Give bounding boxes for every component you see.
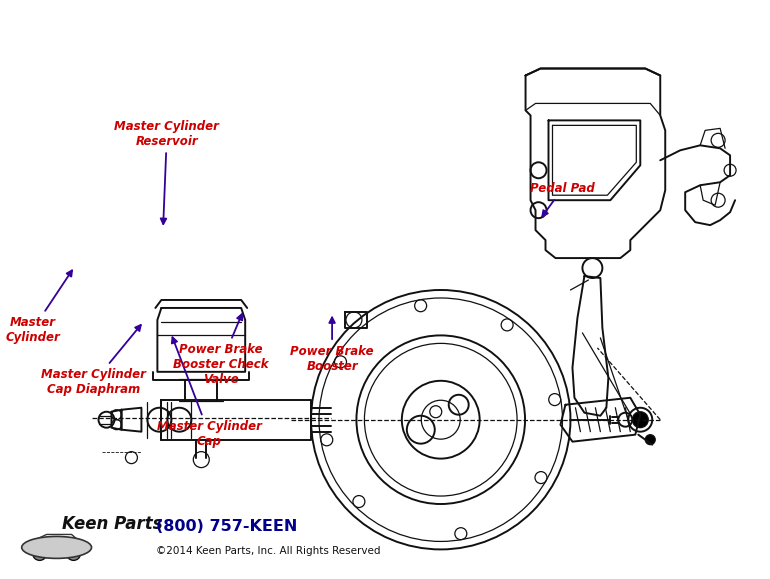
Circle shape [66,547,81,560]
Circle shape [32,547,47,560]
Text: Master Cylinder
Cap: Master Cylinder Cap [157,338,262,448]
Text: ©2014 Keen Parts, Inc. All Rights Reserved: ©2014 Keen Parts, Inc. All Rights Reserv… [156,547,381,556]
Circle shape [645,435,655,445]
Text: Master
Cylinder: Master Cylinder [5,270,72,344]
Circle shape [632,412,648,428]
Text: Power Brake
Booster: Power Brake Booster [290,317,374,373]
Text: Master Cylinder
Cap Diaphram: Master Cylinder Cap Diaphram [42,325,146,396]
Text: Master Cylinder
Reservoir: Master Cylinder Reservoir [115,119,219,224]
Text: (800) 757-KEEN: (800) 757-KEEN [156,519,298,534]
Text: Pedal Pad: Pedal Pad [531,182,595,217]
Text: Power Brake
Booster Check
Valve: Power Brake Booster Check Valve [173,314,269,386]
Text: Keen Parts: Keen Parts [62,515,162,533]
Ellipse shape [22,536,92,558]
